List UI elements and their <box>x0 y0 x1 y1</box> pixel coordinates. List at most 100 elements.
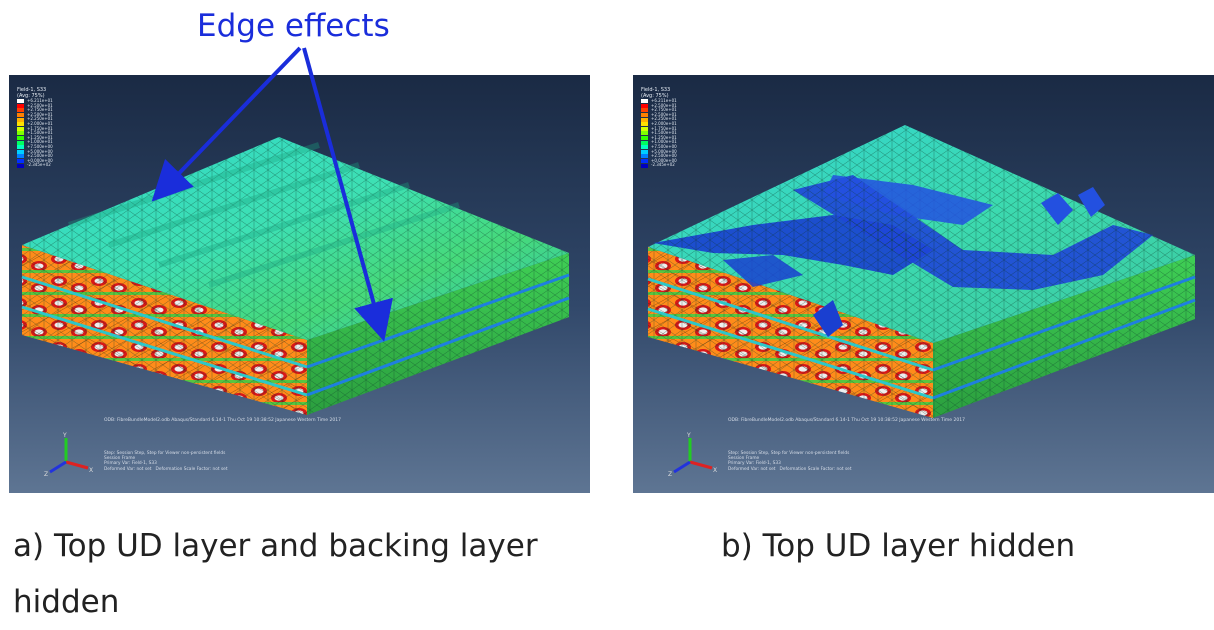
legend-swatch <box>641 154 648 159</box>
legend-swatch <box>17 113 24 118</box>
edge-effects-label: Edge effects <box>197 8 390 44</box>
legend-value: +5.000e+00 <box>651 148 677 154</box>
legend-entry: +0.000e+00 <box>17 157 69 164</box>
legend-value: +1.000e+01 <box>651 139 677 145</box>
legend-entry: +5.000e+00 <box>17 148 69 155</box>
legend-swatch <box>17 154 24 159</box>
legend-entry: +1.250e+01 <box>641 134 693 141</box>
caption-panel-a: a) Top UD layer and backing layer hidden <box>13 528 538 620</box>
legend-entry: +2.750e+01 <box>17 108 69 113</box>
legend-value: +2.250e+01 <box>651 116 677 122</box>
svg-text:Y: Y <box>686 432 691 439</box>
legend-swatch <box>641 149 648 154</box>
legend-value: +1.750e+01 <box>651 125 677 131</box>
caption-panel-b: b) Top UD layer hidden <box>721 528 1076 564</box>
step-info: Step: Session Step, Step for Viewer non-… <box>104 451 228 472</box>
axis-triad-icon: Y X Z <box>668 430 718 484</box>
legend-entry: +0.000e+00 <box>641 157 693 164</box>
legend-value: +7.500e+00 <box>27 143 53 149</box>
legend-value: +1.000e+01 <box>27 139 53 145</box>
laminate-model-render <box>647 125 1196 418</box>
legend-entry: +7.500e+00 <box>17 143 69 150</box>
legend-swatch <box>641 136 648 141</box>
legend-value: +2.750e+01 <box>651 107 677 113</box>
legend-entry: -2.345e+02 <box>641 163 693 168</box>
legend-swatch <box>17 117 24 122</box>
legend-entry: +1.500e+01 <box>641 131 693 136</box>
legend-entry: +2.250e+01 <box>17 117 69 122</box>
legend-value: +1.500e+01 <box>651 130 677 136</box>
legend-swatch <box>17 103 24 108</box>
legend-swatch <box>641 108 648 113</box>
legend-entry: +2.500e+00 <box>641 154 693 159</box>
step-info-line: Primary Var: Field-1, S33 <box>104 461 157 467</box>
legend-entry: +2.000e+01 <box>641 120 693 127</box>
legend-value: +2.500e+01 <box>27 102 53 108</box>
legend-swatch <box>17 122 24 127</box>
legend-swatch <box>641 103 648 108</box>
svg-text:Z: Z <box>44 471 48 478</box>
legend-entry: +1.500e+01 <box>17 131 69 136</box>
legend-swatch <box>641 117 648 122</box>
step-info-line: Session Frame <box>728 456 760 462</box>
legend-value: +0.000e+00 <box>651 157 677 163</box>
legend-swatch <box>641 99 648 104</box>
legend-entry: +2.000e+01 <box>17 120 69 127</box>
legend-swatch <box>17 99 24 104</box>
legend-swatch <box>17 136 24 141</box>
legend-value: +5.000e+00 <box>27 148 53 154</box>
svg-text:X: X <box>713 467 717 474</box>
legend-value: +1.250e+01 <box>27 134 53 140</box>
legend-entry: +7.500e+00 <box>641 143 693 150</box>
legend-entry: +2.250e+01 <box>641 117 693 122</box>
legend-title: Field-1, S33 (Avg: 75%) <box>641 87 671 99</box>
legend-value: +1.250e+01 <box>651 134 677 140</box>
edge-effects-arrows <box>151 46 393 342</box>
legend-entry: +2.500e+01 <box>641 111 693 118</box>
legend-value: +6.211e+01 <box>651 98 677 103</box>
legend-value: +7.500e+00 <box>651 143 677 149</box>
contour-legend: Field-1, S33 (Avg: 75%) +6.211e+01 +2.500… <box>17 87 69 168</box>
svg-text:X: X <box>89 467 93 474</box>
legend-entry: +5.000e+00 <box>641 148 693 155</box>
legend-entry: -2.345e+02 <box>17 163 69 168</box>
legend-swatch <box>641 122 648 127</box>
legend-swatch <box>641 140 648 145</box>
legend-swatch <box>641 131 648 136</box>
legend-value: +2.500e+01 <box>651 111 677 117</box>
step-info-line: Deformed Var: not set Deformation Scale … <box>104 466 228 472</box>
legend-swatch <box>17 131 24 136</box>
legend-swatch <box>641 159 648 164</box>
legend-swatch <box>641 145 648 150</box>
arrow-right <box>302 47 393 342</box>
legend-entry: +1.000e+01 <box>17 140 69 145</box>
legend-value: +2.250e+01 <box>27 116 53 122</box>
legend-value: +2.500e+01 <box>651 102 677 108</box>
contour-legend: Field-1, S33 (Avg: 75%) +6.211e+01 +2.500… <box>641 87 693 168</box>
legend-value: +2.500e+01 <box>27 111 53 117</box>
legend-swatch <box>17 163 24 168</box>
legend-swatch <box>17 159 24 164</box>
legend-entry: +6.211e+01 <box>17 98 69 104</box>
step-info: Step: Session Step, Step for Viewer non-… <box>728 451 852 472</box>
legend-value: +2.000e+01 <box>27 120 53 126</box>
svg-text:Z: Z <box>668 471 672 478</box>
legend-swatch <box>17 149 24 154</box>
legend-swatch <box>17 140 24 145</box>
legend-swatch <box>17 126 24 131</box>
legend-entry: +1.750e+01 <box>641 125 693 132</box>
step-info-line: Step: Session Step, Step for Viewer non-… <box>728 451 850 456</box>
legend-value: +0.000e+00 <box>27 157 53 163</box>
legend-value: +6.211e+01 <box>27 98 53 103</box>
legend-value: +2.500e+00 <box>27 153 53 159</box>
legend-entry: +1.250e+01 <box>17 134 69 141</box>
legend-entry: +2.500e+01 <box>17 102 69 109</box>
legend-entry: +1.750e+01 <box>17 125 69 132</box>
legend-value: +2.000e+01 <box>651 120 677 126</box>
legend-value: +1.750e+01 <box>27 125 53 131</box>
step-info-line: Deformed Var: not set Deformation Scale … <box>728 466 852 472</box>
legend-value: +2.500e+00 <box>651 153 677 159</box>
legend-value: -2.345e+02 <box>27 162 51 168</box>
legend-swatch <box>641 113 648 118</box>
legend-entry: +2.500e+01 <box>17 111 69 118</box>
